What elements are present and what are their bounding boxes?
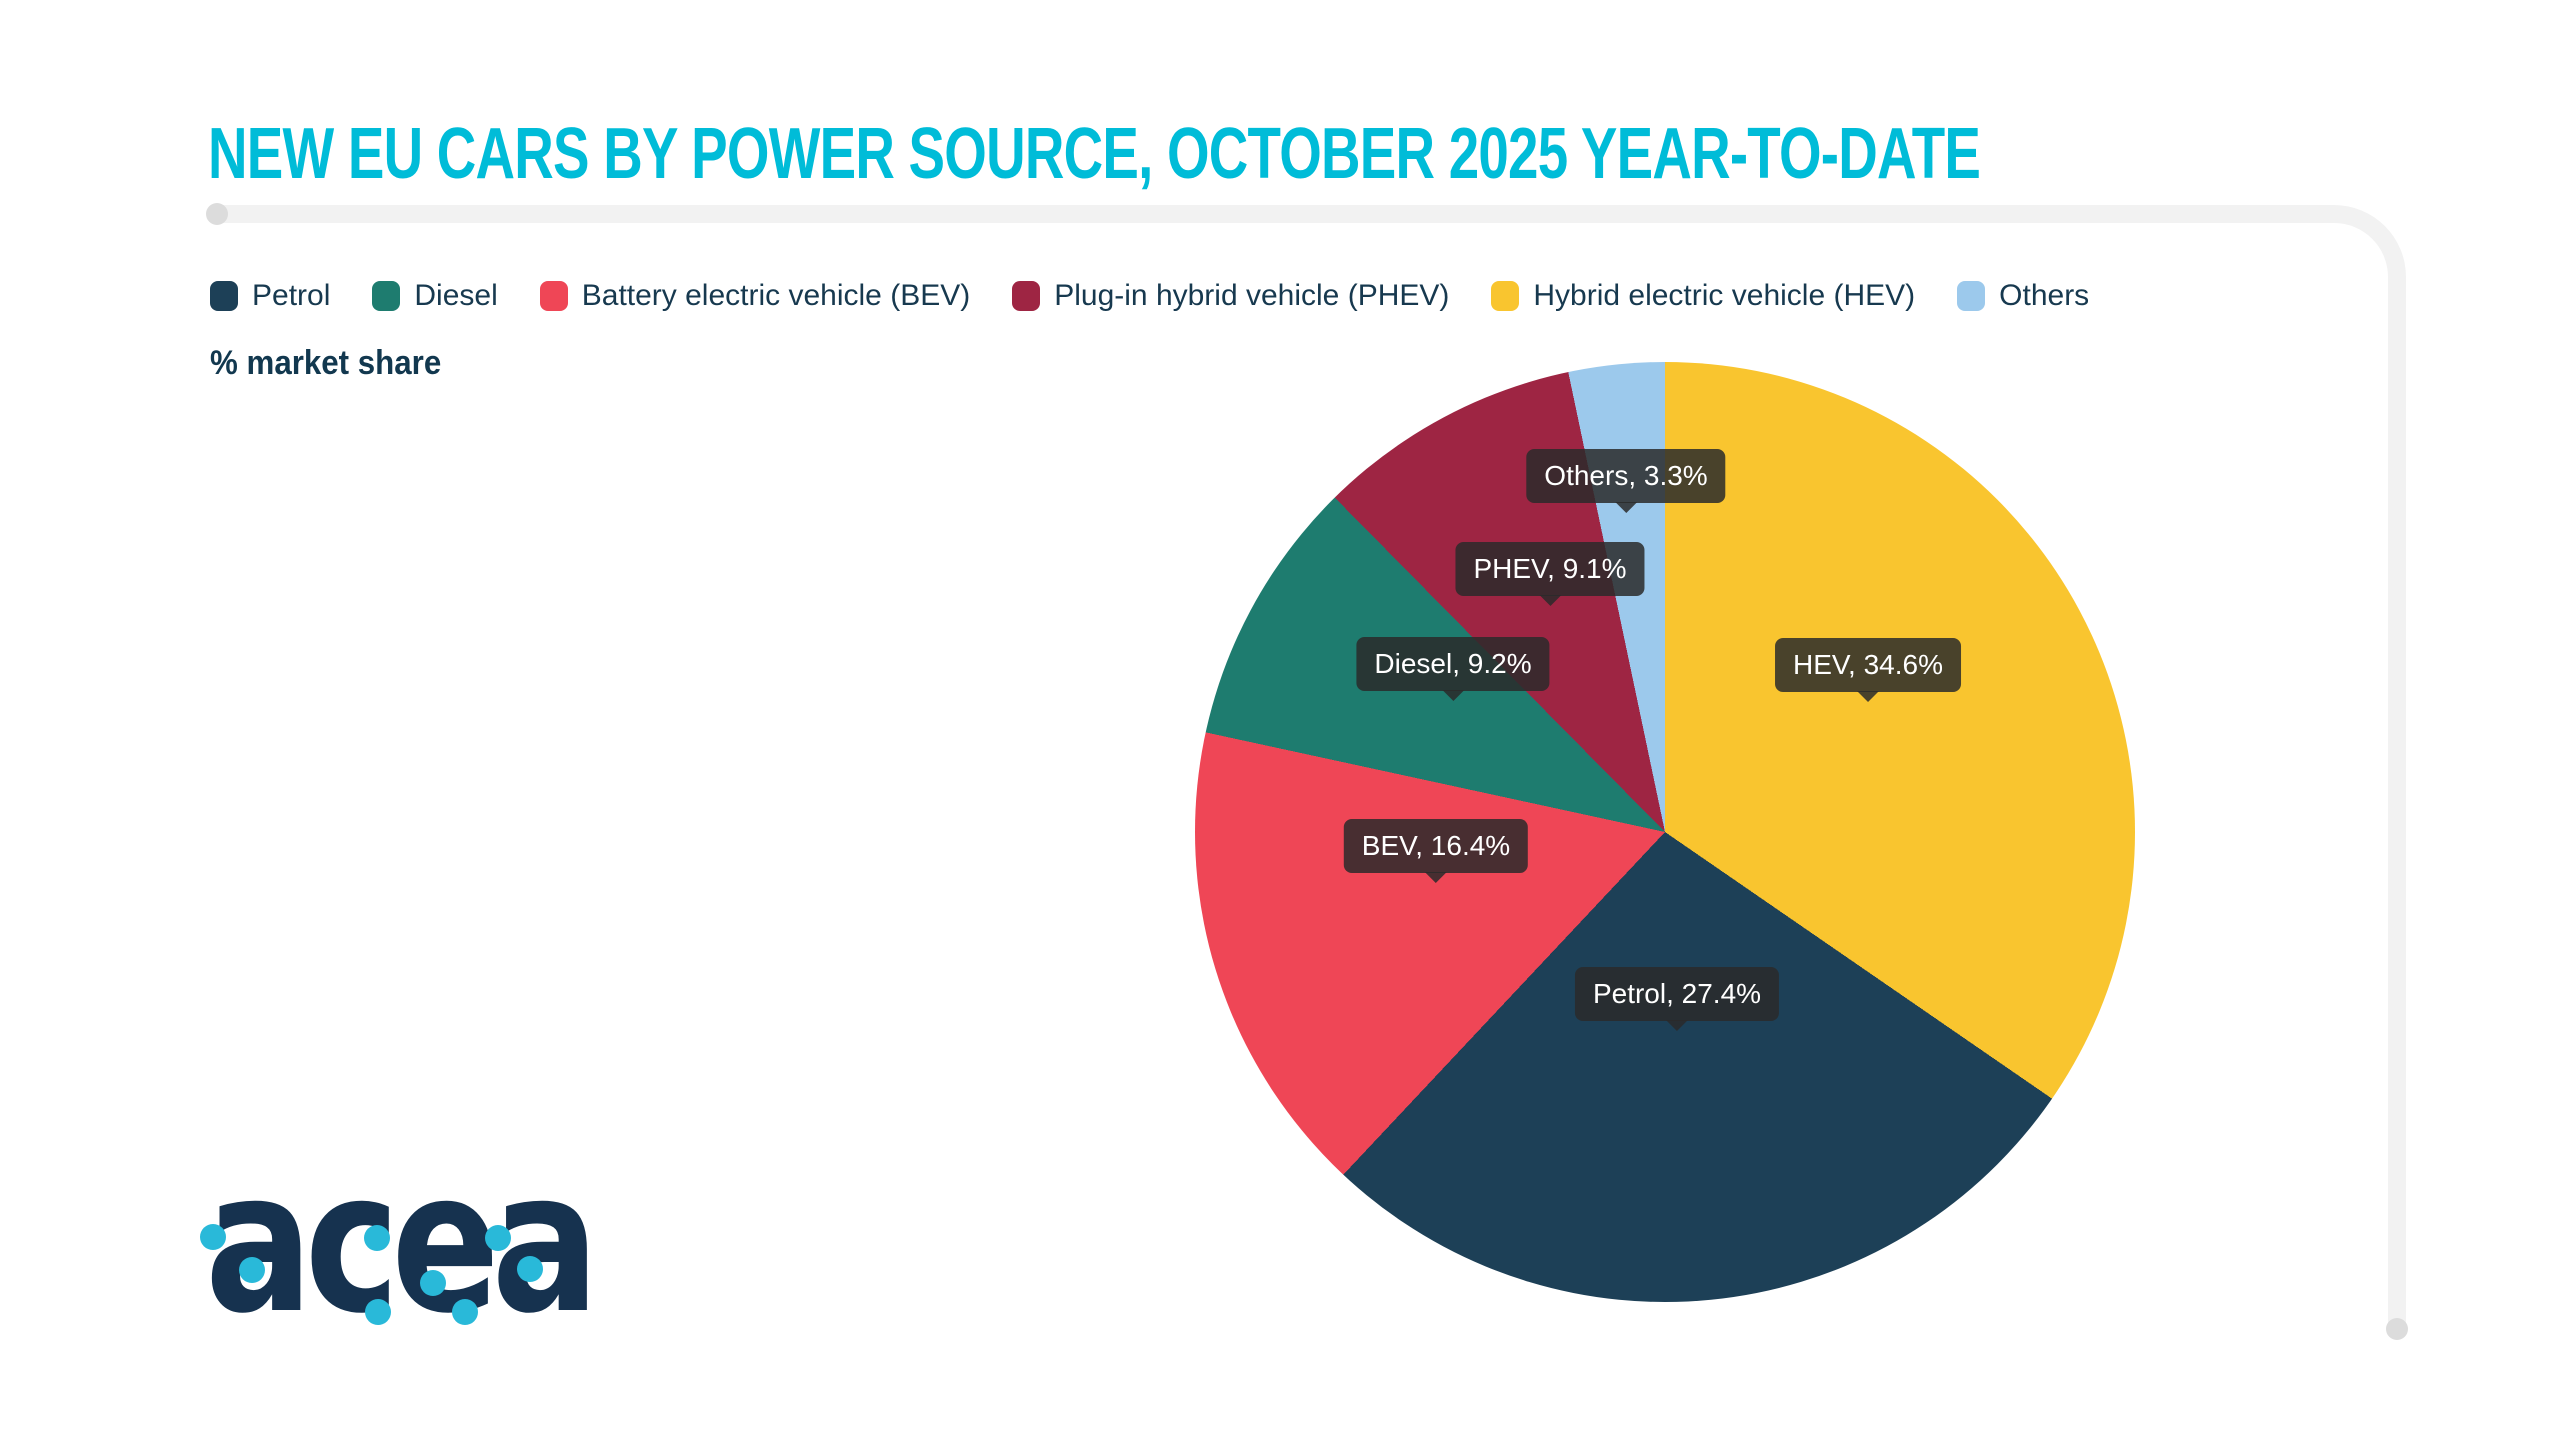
legend-item-diesel[interactable]: Diesel xyxy=(372,279,498,312)
decorative-frame xyxy=(216,205,2406,1329)
logo-accent-dot xyxy=(239,1257,265,1283)
legend-swatch-others xyxy=(1957,281,1986,311)
legend-swatch-hev xyxy=(1491,281,1520,311)
legend-label: Battery electric vehicle (BEV) xyxy=(581,279,971,312)
legend-label: Plug-in hybrid vehicle (PHEV) xyxy=(1054,279,1450,312)
logo-accent-dot xyxy=(452,1299,478,1325)
legend-item-petrol[interactable]: Petrol xyxy=(210,281,330,311)
legend-swatch-petrol xyxy=(210,281,238,311)
legend-label: Hybrid electric vehicle (HEV) xyxy=(1533,279,1916,312)
acea-logo: acea xyxy=(200,1129,599,1356)
legend-label: Others xyxy=(1999,279,2090,312)
legend-item-bev[interactable]: Battery electric vehicle (BEV) xyxy=(539,279,971,312)
legend-label: Diesel xyxy=(414,279,498,312)
pie-chart[interactable] xyxy=(1195,362,2135,1302)
logo-accent-dot xyxy=(365,1299,391,1325)
legend-swatch-diesel xyxy=(372,281,401,311)
page-title: NEW EU CARS BY POWER SOURCE, OCTOBER 202… xyxy=(208,114,1981,194)
frame-end-dot xyxy=(2386,1318,2408,1340)
logo-accent-dot xyxy=(420,1270,446,1296)
legend-label: Petrol xyxy=(252,279,331,312)
legend-item-phev[interactable]: Plug-in hybrid vehicle (PHEV) xyxy=(1012,281,1449,311)
unit-label: % market share xyxy=(210,344,442,382)
logo-accent-dot xyxy=(485,1225,511,1251)
legend-item-others[interactable]: Others xyxy=(1957,281,2089,311)
legend-swatch-bev xyxy=(539,281,568,311)
logo-accent-dot xyxy=(200,1224,226,1250)
logo-accent-dot xyxy=(364,1225,390,1251)
acea-logo-text: acea xyxy=(205,1129,599,1356)
frame-start-dot xyxy=(206,203,228,225)
logo-accent-dot xyxy=(517,1256,543,1282)
chart-legend: Petrol Diesel Battery electric vehicle (BE… xyxy=(210,281,2089,311)
legend-item-hev[interactable]: Hybrid electric vehicle (HEV) xyxy=(1491,281,1915,311)
legend-swatch-phev xyxy=(1012,281,1041,311)
